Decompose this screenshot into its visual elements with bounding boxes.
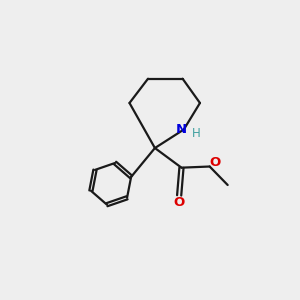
Text: N: N [176, 123, 187, 136]
Text: O: O [209, 156, 220, 169]
Text: O: O [173, 196, 185, 209]
Text: H: H [192, 127, 201, 140]
